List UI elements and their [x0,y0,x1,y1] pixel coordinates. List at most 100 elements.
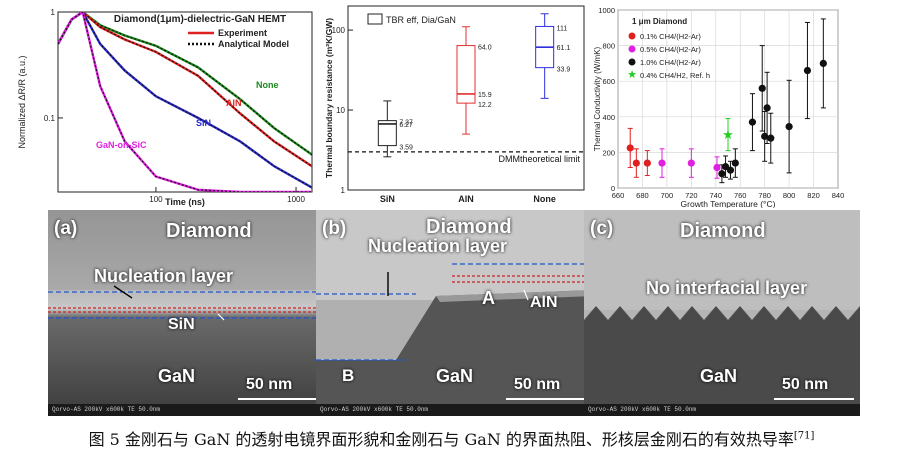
point-0-0 [626,144,634,152]
point-2-3 [731,159,739,167]
point-2-0 [718,170,726,178]
panel-label-a: (a) [54,218,78,239]
legend-tbr: TBR eff, Dia/GaN [386,15,456,25]
y-tick-label-1: 10 [336,106,345,115]
point-2-9 [785,122,793,131]
x-tick-label-4: 740 [710,191,723,200]
category-label-2: None [533,194,556,204]
model-line-0 [58,12,312,156]
tem-b-diamond: Diamond [426,216,512,238]
box-0 [377,120,397,147]
tem-b-region-b: B [342,366,355,385]
y-tick-label-1: 200 [602,148,615,157]
y-axis-label: Thermal Conductivity (W/mK) [593,46,602,151]
category-label-1: AlN [458,194,474,204]
category-label-0: SiN [380,194,395,204]
point-2-7 [763,104,771,112]
tem-a-diamond: Diamond [166,220,252,242]
tem-a-gan: GaN [158,366,196,386]
tem-a-texture [48,210,326,416]
x-tick-label-7: 800 [783,191,796,200]
chart-conductivity-svg: 660 680 700 720 740 760 780 800 820 840 0 200 400 600… [593,6,845,209]
legend-marker-3: ★ [627,69,637,81]
legend-marker-0 [628,32,636,40]
tem-c-gan: GaN [700,366,738,386]
model-line-3 [58,12,312,192]
point-2-5 [758,84,766,92]
box-value-2-2: 33.9 [557,67,571,74]
tem-c-scale: 50 nm [782,376,829,393]
chart-thermal-conductivity: 660 680 700 720 740 760 780 800 820 840 0 200 400 600… [590,0,903,209]
plot-area [617,9,839,189]
series-label-sin: SiN [196,118,211,128]
tem-a-footer: Qorvo-AS 200kV x600k TE 50.0nm [48,404,326,416]
point-3-0: ★ [722,127,734,142]
point-0-1 [632,159,640,167]
y-axis-label: Normalized ΔR/R (a.u.) [17,55,27,148]
tem-b-gan: GaN [436,366,474,386]
box-value-0-2: 3.59 [399,145,413,152]
tem-image-b: (b) Diamond Nucleation layer A AlN B GaN… [316,210,594,416]
y-tick-label-1: 1 [51,8,56,17]
x-tick-label-0: 660 [612,191,625,200]
x-tick-label-9: 840 [832,191,845,200]
chart-title: Diamond(1μm)-dielectric-GaN HEMT [114,14,286,25]
tem-b-aln: AlN [530,294,558,311]
legend-model: Analytical Model [218,39,289,49]
series-label-aln: AlN [226,98,242,108]
y-tick-label-0: 0 [611,184,615,193]
tem-b-footer: Qorvo-AS 200kV x600k TE 50.0nm [316,404,594,416]
tem-c-diamond: Diamond [680,220,766,242]
x-tick-label-8: 820 [807,191,820,200]
x-tick-label-1: 1000 [287,195,305,204]
legend-marker-2 [628,58,636,66]
x-tick-label-6: 780 [758,191,771,200]
series-label-gan-on-sic: GaN-on-SiC [96,140,147,150]
chart-transient-reflectance: 100 1000 0.1 1 Diamond(1μm)-dielectric-GaN … [0,0,318,208]
tem-b-scale: 50 nm [514,376,561,393]
box-value-0-1: 6.27 [399,122,413,129]
y-tick-label-4: 800 [602,42,615,51]
dmm-limit-label: DMMtheoretical limit [498,154,580,164]
y-tick-label-0: 0.1 [44,114,56,123]
model-line-1 [58,12,312,167]
box-value-2-0: 111 [557,25,568,32]
x-axis-label: Time (ns) [165,197,205,207]
tem-a-scale: 50 nm [246,376,293,393]
series-label-none: None [256,80,279,90]
tem-a-nucleation: Nucleation layer [94,266,234,286]
box-value-1-0: 64.0 [478,45,492,52]
chart-tbr-boxplot: 1 10 100 7.37 6.27 3.59 SiN 64.0 15.9 12.2 AlN 111… [318,0,590,208]
y-tick-label-0: 1 [341,186,346,195]
x-axis-label: Growth Temperature (°C) [681,199,776,208]
legend-label-2: 1.0% CH4/(H2-Ar) [640,58,701,67]
x-tick-label-1: 680 [636,191,649,200]
y-tick-label-3: 600 [602,77,615,86]
chart-transient-svg: 100 1000 0.1 1 Diamond(1μm)-dielectric-GaN … [17,8,313,207]
box-value-2-1: 61.1 [557,45,571,52]
point-2-11 [819,59,827,67]
legend-title: 1 μm Diamond [632,17,687,26]
tem-image-c: (c) Diamond No interfacial layer GaN 50 … [584,210,860,416]
chart-tbr-svg: 1 10 100 7.376.27 3.59 SiN 64.0 15.9 12.2 AlN 111… [324,5,585,204]
box-value-0-0: 7.37 [399,120,413,127]
x-tick-label-3: 720 [685,191,698,200]
y-tick-label-2: 100 [332,26,346,35]
box-value-1-2: 12.2 [478,102,492,109]
legend-marker-1 [628,45,636,53]
point-1-2 [713,163,721,172]
point-2-10 [803,66,812,75]
tem-b-texture [316,210,594,416]
tem-b-region-a: A [482,288,495,308]
panel-label-b: (b) [322,218,347,239]
point-2-6 [761,132,769,140]
box-value-1-1: 15.9 [478,92,492,99]
x-tick-label-5: 760 [734,191,747,200]
point-0-2 [643,159,651,167]
tem-image-a: (a) Diamond Nucleation layer SiN GaN 50 … [48,210,326,416]
point-2-8 [767,134,775,142]
point-2-4 [748,118,757,126]
legend-label-0: 0.1% CH4/(H2-Ar) [640,32,701,41]
tem-c-texture [584,210,860,416]
y-tick-label-5: 1000 [598,6,615,15]
